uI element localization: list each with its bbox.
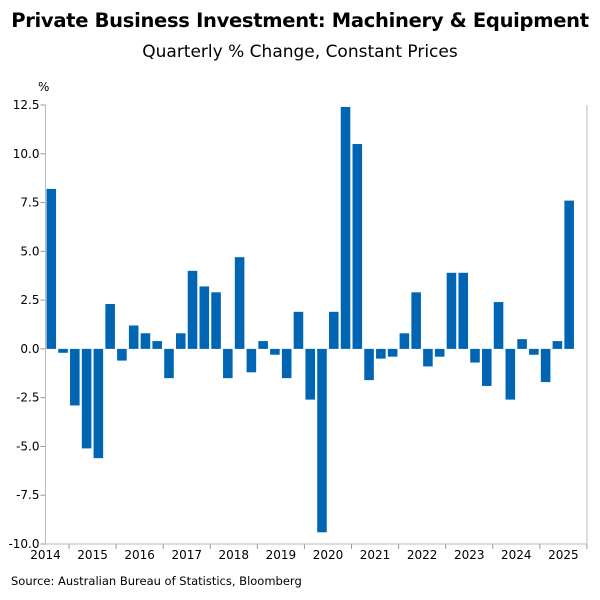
bar: [552, 341, 563, 349]
bar: [140, 333, 151, 349]
x-tick-label: 2019: [266, 548, 297, 562]
y-tick-label: -10.0: [8, 537, 39, 551]
x-tick-label: 2018: [219, 548, 250, 562]
bar: [411, 292, 421, 349]
bar: [199, 286, 210, 349]
bar: [340, 106, 351, 349]
bar: [399, 333, 410, 349]
bar: [387, 348, 398, 357]
bar: [187, 270, 198, 349]
bar: [376, 348, 386, 359]
chart-title: Private Business Investment: Machinery &…: [11, 9, 589, 32]
bar: [328, 311, 339, 349]
y-tick-label: 10.0: [13, 147, 40, 161]
x-tick-label: 2022: [407, 548, 438, 562]
source-note: Source: Australian Bureau of Statistics,…: [11, 574, 302, 588]
bar: [246, 348, 257, 373]
bar: [305, 348, 316, 400]
y-tick-label: -7.5: [16, 488, 39, 502]
x-tick-label: 2020: [313, 548, 344, 562]
bar: [529, 348, 539, 355]
bar: [446, 272, 457, 349]
bar: [423, 348, 433, 367]
x-tick-label: 2021: [360, 548, 391, 562]
bar: [234, 257, 245, 349]
x-tick-label: 2016: [124, 548, 155, 562]
y-tick-label: 0.0: [20, 342, 39, 356]
x-tick-label: 2025: [548, 548, 579, 562]
bar: [352, 144, 363, 349]
y-tick-label: 2.5: [20, 293, 39, 307]
bar: [58, 348, 68, 353]
x-tick-label: 2015: [77, 548, 108, 562]
bar: [223, 348, 233, 379]
bar: [270, 348, 280, 355]
bar: [364, 348, 374, 381]
x-tick-label: 2024: [501, 548, 532, 562]
y-tick-label: 5.0: [20, 244, 39, 258]
bar: [505, 348, 516, 400]
bar: [517, 339, 527, 349]
chart-subtitle: Quarterly % Change, Constant Prices: [142, 42, 458, 62]
bar: [470, 348, 480, 363]
bar: [481, 348, 492, 386]
bar: [152, 341, 162, 349]
x-tick-label: 2023: [454, 548, 485, 562]
y-tick-label: -5.0: [16, 439, 39, 453]
bar: [175, 333, 186, 349]
y-tick-label: 7.5: [20, 196, 39, 210]
bar: [293, 311, 304, 349]
y-tick-label: -2.5: [16, 391, 39, 405]
bar: [281, 348, 292, 379]
x-tick-label: 2017: [171, 548, 202, 562]
bar: [46, 188, 57, 349]
bar: [258, 341, 268, 349]
bar: [434, 348, 445, 357]
bar: [564, 200, 574, 349]
y-tick-label: 12.5: [13, 98, 40, 112]
bar: [458, 272, 469, 349]
bar: [540, 348, 551, 383]
bar: [317, 348, 327, 533]
bar: [128, 325, 139, 349]
bar: [81, 348, 92, 449]
y-axis-label: %: [38, 80, 49, 94]
bar: [493, 302, 504, 349]
bar: [164, 348, 174, 379]
bar: [105, 304, 115, 349]
bar: [117, 348, 127, 361]
bar: [93, 348, 104, 459]
bar: [70, 348, 80, 406]
bar: [211, 292, 221, 349]
x-tick-label: 2014: [30, 548, 61, 562]
